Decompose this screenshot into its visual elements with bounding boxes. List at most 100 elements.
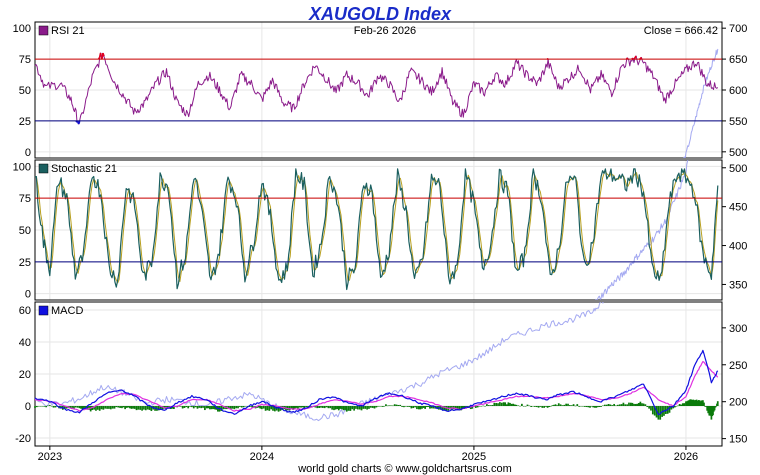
macd-histogram-bar-86 [187, 406, 190, 409]
macd-histogram-bar-275 [521, 403, 523, 406]
rsi-price-tick-label-0: 700 [729, 23, 747, 35]
macd-histogram-bar-318 [597, 406, 599, 408]
macd-histogram-bar-167 [331, 406, 333, 410]
macd-price-tick-label-1: 250 [729, 360, 747, 372]
macd-histogram-bar-330 [618, 404, 621, 406]
stoch-price-tick-label-1: 450 [729, 202, 747, 214]
macd-histogram-bar-359 [670, 406, 673, 410]
macd-histogram-bar-25 [80, 406, 82, 409]
macd-histogram-bar-216 [417, 406, 420, 410]
macd-histogram-bar-115 [239, 406, 241, 407]
macd-histogram-bar-363 [677, 405, 679, 407]
macd-histogram-bar-186 [364, 406, 367, 409]
macd-histogram-bar-109 [227, 406, 230, 409]
macd-histogram-bar-160 [318, 406, 320, 409]
macd-histogram-bar-10 [52, 406, 55, 408]
macd-histogram-bar-307 [578, 406, 580, 407]
macd-histogram-bar-56 [133, 406, 136, 409]
macd-histogram-bar-64 [148, 406, 151, 410]
macd-histogram-bar-6 [45, 406, 47, 408]
macd-histogram-bar-305 [574, 405, 577, 407]
macd-histogram-bar-250 [476, 406, 479, 408]
macd-histogram-bar-101 [213, 406, 216, 410]
macd-histogram-bar-128 [261, 406, 263, 410]
macd-histogram-bar-168 [333, 406, 335, 411]
macd-histogram-bar-36 [98, 406, 101, 411]
macd-histogram-bar-3 [39, 406, 42, 407]
macd-histogram-bar-130 [264, 406, 267, 411]
macd-histogram-bar-260 [495, 402, 498, 406]
macd-histogram-bar-381 [698, 400, 701, 406]
stoch-price-line [595, 160, 689, 300]
macd-histogram-bar-366 [681, 403, 684, 406]
macd-histogram-bar-323 [605, 404, 608, 406]
macd-legend-swatch [38, 305, 49, 316]
macd-histogram-bar-382 [699, 401, 702, 406]
rsi-price-tick-label-1: 650 [729, 54, 747, 66]
macd-histogram-bar-42 [109, 406, 112, 410]
macd-histogram-bar-209 [404, 406, 407, 407]
macd-histogram-bar-306 [576, 404, 579, 406]
rsi-panel: 100 75 50 25 0 700 650 600 550 500 RSI 21 [13, 21, 747, 159]
macd-histogram-bar-398 [715, 406, 718, 407]
macd-histogram-bar-215 [416, 406, 418, 410]
macd-histogram-bar-158 [314, 406, 317, 408]
macd-histogram-bar-270 [512, 403, 515, 406]
macd-histogram-bar-35 [96, 406, 99, 410]
macd-histogram-bar-33 [93, 406, 95, 410]
macd-histogram-bar-302 [569, 405, 571, 406]
macd-histogram-bar-24 [78, 406, 81, 409]
macd-histogram-bar-334 [626, 404, 628, 406]
macd-histogram-bar-335 [628, 402, 630, 406]
macd-price-tick-label-0: 300 [729, 323, 747, 335]
rsi-legend-label: RSI 21 [51, 25, 85, 37]
macd-histogram-bar-258 [491, 405, 494, 406]
macd-histogram-bar-272 [515, 404, 518, 406]
macd-histogram-bar-263 [500, 402, 503, 406]
macd-histogram-bar-310 [583, 406, 586, 407]
macd-histogram-bar-9 [50, 405, 53, 407]
macd-histogram-bar-303 [570, 405, 573, 406]
rsi-oversold-mark-40 [77, 121, 81, 125]
stoch-legend-label: Stochastic 21 [51, 163, 117, 175]
stoch-legend-swatch [38, 163, 49, 174]
macd-histogram-bar-132 [268, 406, 271, 411]
macd-histogram-bar-340 [636, 403, 639, 406]
macd-histogram-bar-249 [474, 406, 477, 408]
macd-histogram-bar-384 [702, 400, 704, 406]
rsi-ytick-label-3: 25 [19, 116, 31, 128]
macd-histogram-bar-207 [401, 406, 403, 407]
macd-histogram-bar-372 [689, 399, 692, 406]
macd-histogram-bar-71 [161, 406, 164, 410]
stoch-panel: 100 75 50 25 0 500 450 400 350 Stochastic 21 [13, 159, 747, 301]
macd-histogram-bar-46 [117, 406, 120, 408]
macd-histogram-bar-175 [344, 406, 346, 410]
macd-histogram-bar-17 [65, 406, 68, 409]
macd-histogram-bar-291 [549, 406, 552, 407]
macd-histogram-bar-54 [130, 406, 133, 409]
stoch-ytick-label-0: 100 [13, 161, 31, 173]
macd-histogram-bar-161 [320, 406, 322, 408]
macd-histogram-bar-223 [429, 406, 431, 409]
macd-histogram-bar-181 [355, 406, 357, 409]
macd-histogram-bar-290 [548, 406, 551, 408]
macd-histogram-bar-172 [339, 406, 342, 409]
macd-ytick-label-1: 40 [19, 337, 31, 349]
macd-histogram-bar-239 [458, 406, 461, 411]
macd-histogram-bar-19 [69, 406, 72, 409]
macd-histogram-bar-166 [329, 406, 332, 409]
macd-histogram-bar-268 [509, 402, 511, 406]
rsi-ytick-label-2: 50 [19, 85, 31, 97]
macd-histogram-bar-190 [371, 406, 374, 408]
macd-histogram-bar-333 [624, 404, 627, 406]
macd-histogram-bar-150 [300, 406, 302, 408]
macd-histogram-bar-199 [386, 405, 389, 407]
macd-histogram-bar-227 [436, 406, 438, 409]
x-tick-label-1: 2024 [250, 451, 274, 463]
macd-histogram-bar-129 [262, 406, 265, 409]
macd-histogram-bar-65 [150, 406, 153, 412]
macd-histogram-bar-315 [592, 406, 595, 408]
macd-histogram-bar-289 [546, 406, 549, 408]
macd-histogram-bar-389 [707, 406, 710, 414]
